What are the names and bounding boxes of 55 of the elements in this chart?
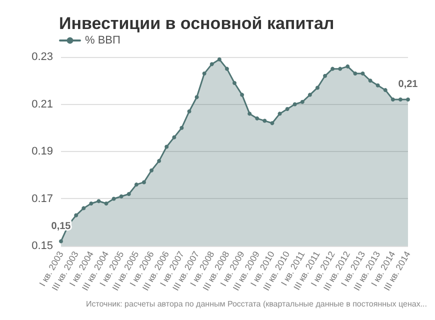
point [217,57,222,62]
point [82,206,86,210]
point [368,78,372,83]
point [119,194,124,198]
point [406,98,410,102]
data-label: 0,21 [398,79,418,90]
point [240,92,244,97]
point [346,64,350,68]
point [187,109,192,114]
point [292,102,297,106]
chart-title: Инвестиции в основной капитал [59,14,334,33]
point [255,116,260,120]
point [210,62,214,66]
point [164,144,169,149]
point [74,213,78,218]
point [126,192,131,196]
point [180,126,184,130]
point [338,66,342,71]
point [278,112,282,116]
point [376,83,380,88]
point [390,98,395,102]
point [150,168,154,172]
point [157,158,162,163]
point [59,239,63,244]
point [383,88,388,92]
point [300,100,304,104]
point [194,95,199,100]
y-tick-label: 0.21 [32,98,53,110]
point [89,201,94,206]
y-tick-label: 0.23 [32,51,53,63]
point [232,80,236,85]
y-tick-label: 0.15 [32,240,53,252]
legend-label: % ВВП [85,34,121,46]
point [112,196,116,201]
point [202,72,206,76]
point [315,86,320,90]
point [323,74,328,78]
point [285,106,290,111]
point [353,72,358,76]
point [96,199,101,204]
point [398,98,402,102]
point [104,201,108,206]
point [172,135,176,140]
point [142,180,146,184]
point [134,182,138,187]
y-tick-label: 0.19 [32,146,53,158]
point [360,72,365,76]
point [224,66,229,71]
point [330,66,335,71]
point [248,112,252,116]
point [262,118,267,123]
point [270,121,274,126]
point [308,92,312,97]
text: Источник: расчеты автора по данным Росстата (квартальные данные в постоянных ценах... [86,300,428,308]
y-tick-label: 0.17 [32,192,53,205]
